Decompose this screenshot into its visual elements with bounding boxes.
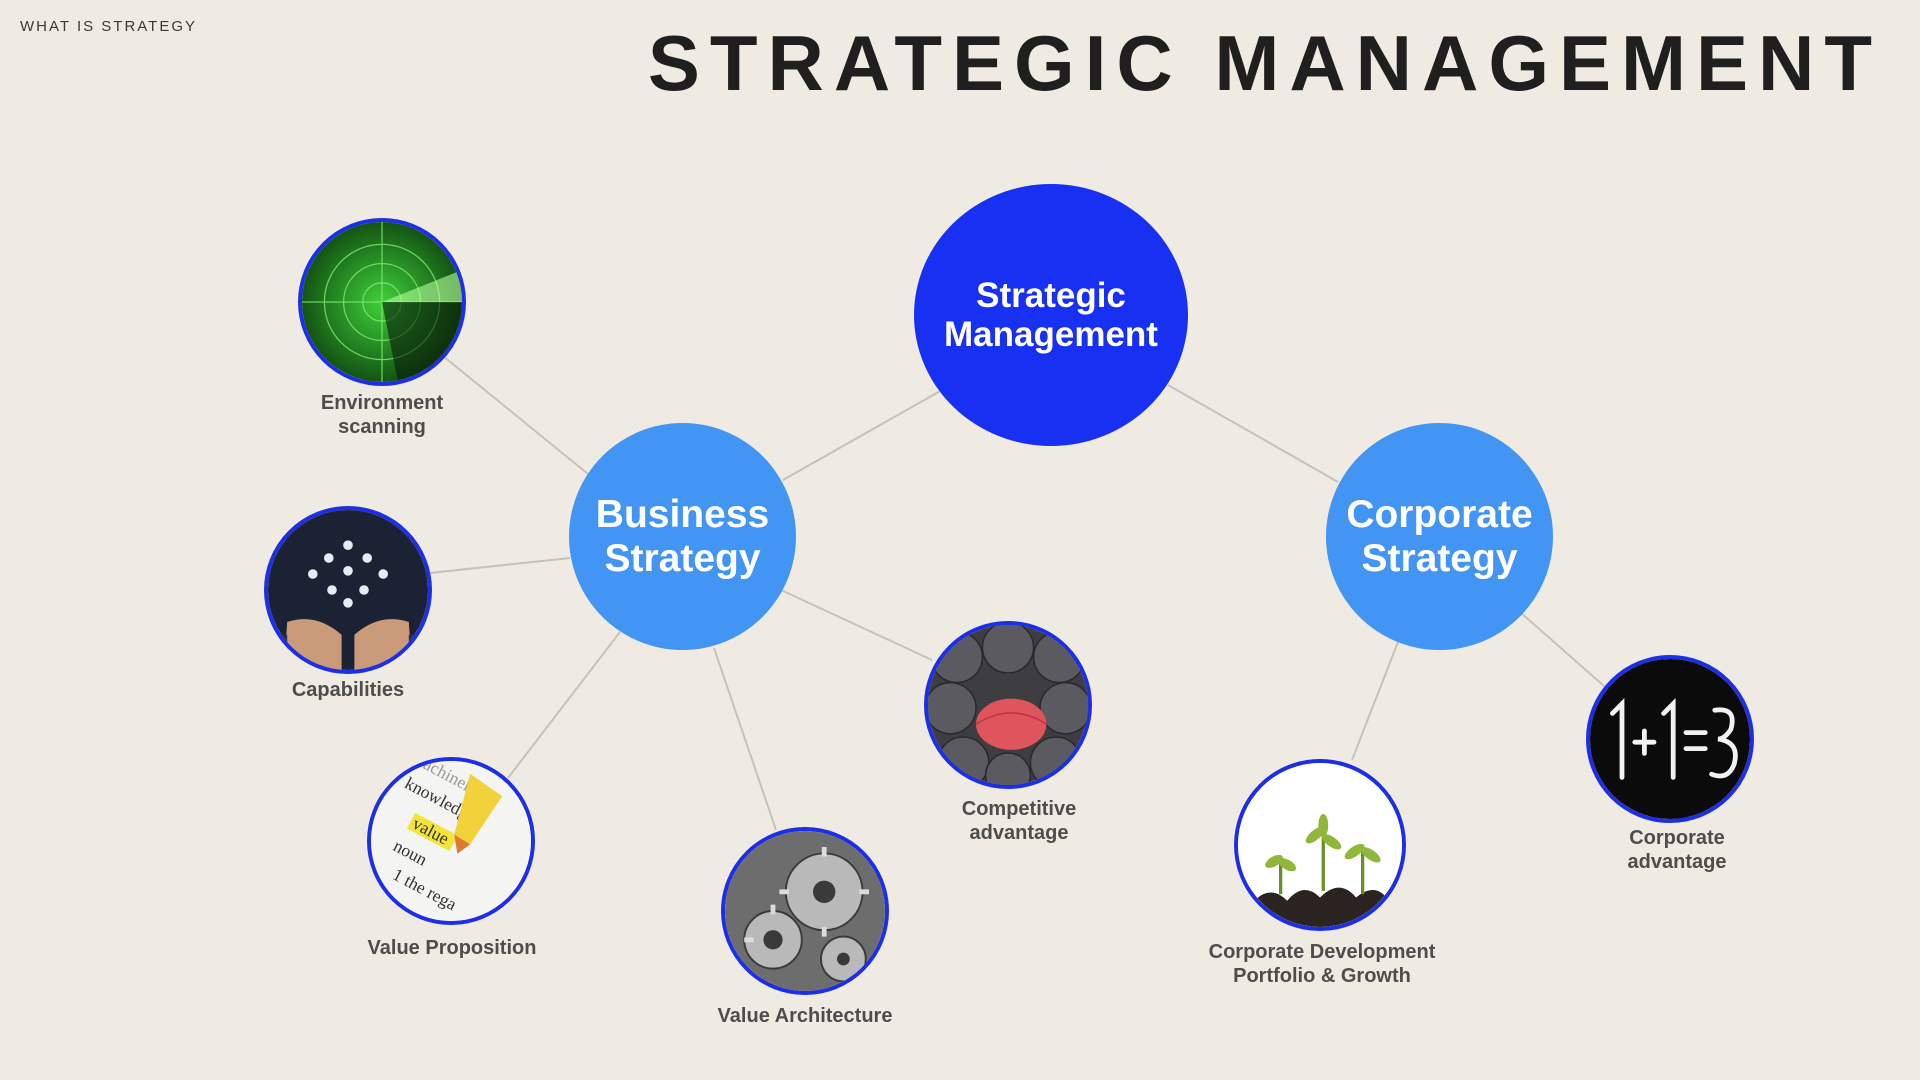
link-business-valuearch — [713, 647, 777, 831]
capabilities-image — [264, 506, 432, 674]
page-title: STRATEGIC MANAGEMENT — [647, 19, 1882, 107]
corporate-development-label: Corporate Development Portfolio & Growth — [1208, 941, 1436, 987]
people-in-hands-icon — [268, 510, 428, 670]
corporate-advantage-label: Corporate advantage — [1627, 827, 1727, 873]
value-architecture-image — [721, 827, 889, 995]
link-main-business — [782, 389, 943, 481]
competitive-advantage-image — [924, 621, 1092, 789]
link-business-valueprop — [507, 631, 621, 779]
value-architecture-label: Value Architecture — [717, 1005, 893, 1027]
corporate-advantage-image — [1586, 655, 1754, 823]
radar-icon — [302, 222, 462, 382]
capabilities-label: Capabilities — [291, 679, 405, 701]
competitive-advantage-label: Competitive advantage — [961, 798, 1077, 844]
hub-business-strategy: Business Strategy — [569, 423, 796, 650]
environment-scanning-label: Environment scanning — [320, 392, 444, 438]
link-main-corporate — [1167, 384, 1339, 483]
hub-label: Business Strategy — [595, 492, 770, 580]
hub-label: Corporate Strategy — [1346, 492, 1533, 580]
red-umbrella-icon — [928, 625, 1088, 785]
link-corporate-development — [1351, 641, 1399, 761]
value-proposition-label: Value Proposition — [367, 937, 537, 959]
gears-icon — [725, 831, 885, 991]
link-business-capabilities — [429, 557, 571, 574]
value-proposition-image: machinery knowledg value noun 1 the rega — [367, 757, 535, 925]
sprouts-icon — [1238, 763, 1402, 927]
highlighted-word-icon: machinery knowledg value noun 1 the rega — [371, 761, 531, 921]
hub-corporate-strategy: Corporate Strategy — [1326, 423, 1553, 650]
section-kicker: WHAT IS STRATEGY — [20, 18, 198, 35]
link-business-environment — [442, 355, 589, 475]
hub-strategic-management: Strategic Management — [914, 184, 1188, 446]
link-business-competitive — [780, 589, 933, 661]
one-plus-one-equals-three-icon — [1590, 659, 1750, 819]
corporate-development-image — [1234, 759, 1406, 931]
hub-label: Strategic Management — [944, 275, 1158, 354]
link-corporate-advantage — [1519, 611, 1605, 687]
environment-scanning-image — [298, 218, 466, 386]
